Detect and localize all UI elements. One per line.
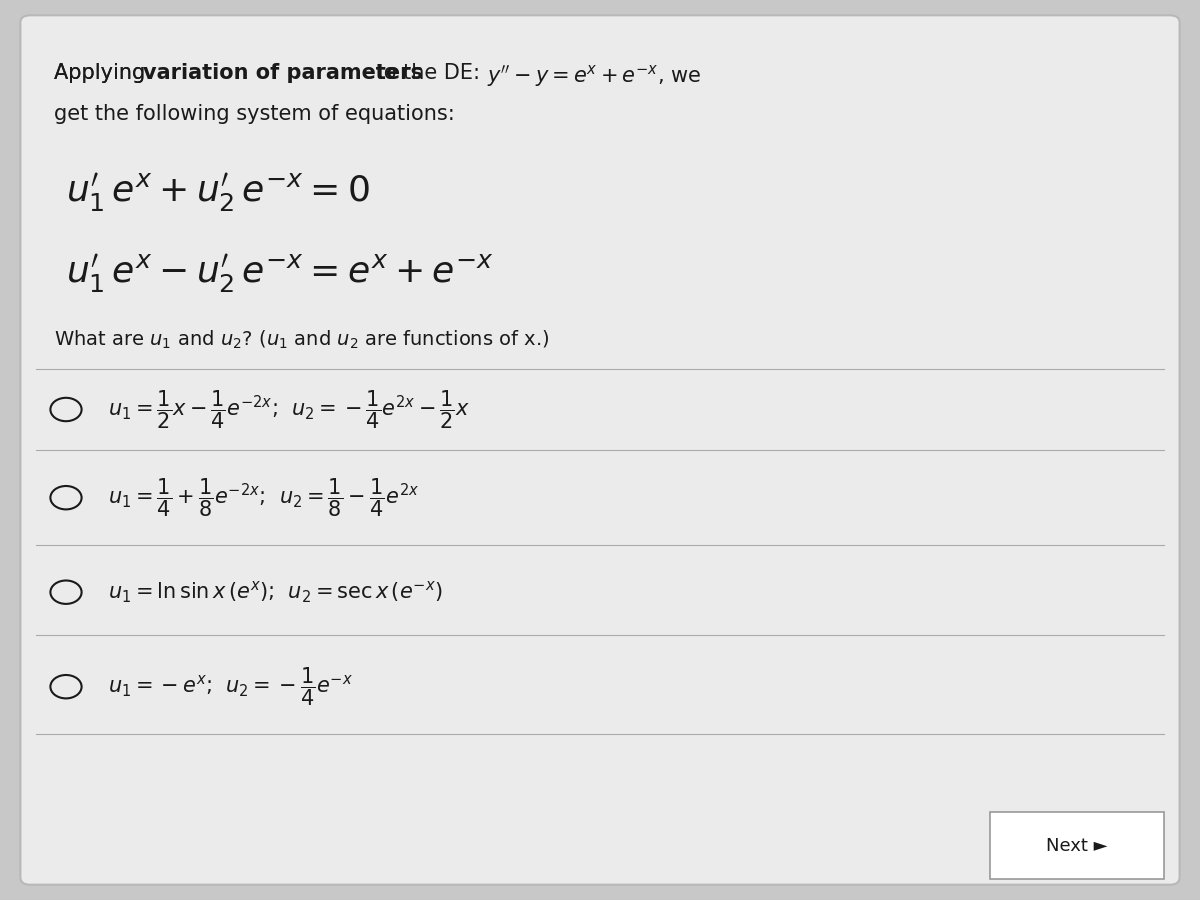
Text: $u_1 = \dfrac{1}{2}x - \dfrac{1}{4}e^{-2x}$;  $u_2 = -\dfrac{1}{4}e^{2x} - \dfra: $u_1 = \dfrac{1}{2}x - \dfrac{1}{4}e^{-2… xyxy=(108,388,470,431)
Text: to the DE:: to the DE: xyxy=(368,63,486,83)
FancyBboxPatch shape xyxy=(990,812,1164,879)
FancyBboxPatch shape xyxy=(20,15,1180,885)
Text: $u_1 = \ln\sin x\,(e^{x})$;  $u_2 = \sec x\,(e^{-x})$: $u_1 = \ln\sin x\,(e^{x})$; $u_2 = \sec … xyxy=(108,580,443,605)
Text: $y'' - y = e^{x} + e^{-x}$, we: $y'' - y = e^{x} + e^{-x}$, we xyxy=(487,63,701,89)
Text: variation of parameters: variation of parameters xyxy=(143,63,422,83)
Text: get the following system of equations:: get the following system of equations: xyxy=(54,104,455,123)
Text: $u_1 = \dfrac{1}{4} + \dfrac{1}{8}e^{-2x}$;  $u_2 = \dfrac{1}{8} - \dfrac{1}{4}e: $u_1 = \dfrac{1}{4} + \dfrac{1}{8}e^{-2x… xyxy=(108,476,419,519)
Text: What are $u_1$ and $u_2$? ($u_1$ and $u_2$ are functions of x.): What are $u_1$ and $u_2$? ($u_1$ and $u_… xyxy=(54,328,550,351)
Text: $u_1 = -e^{x}$;  $u_2 = -\dfrac{1}{4}e^{-x}$: $u_1 = -e^{x}$; $u_2 = -\dfrac{1}{4}e^{-… xyxy=(108,665,353,708)
Text: $u_1'\,e^{x} + u_2'\,e^{-x} = 0$: $u_1'\,e^{x} + u_2'\,e^{-x} = 0$ xyxy=(66,171,370,213)
Text: Applying: Applying xyxy=(54,63,152,83)
Text: $u_1'\,e^{x} - u_2'\,e^{-x} = e^{x} + e^{-x}$: $u_1'\,e^{x} - u_2'\,e^{-x} = e^{x} + e^… xyxy=(66,252,493,294)
Text: Applying: Applying xyxy=(54,63,152,83)
Text: Next ►: Next ► xyxy=(1046,837,1108,855)
Text: Applying variation of parameters to the DE:: Applying variation of parameters to the … xyxy=(54,63,516,83)
